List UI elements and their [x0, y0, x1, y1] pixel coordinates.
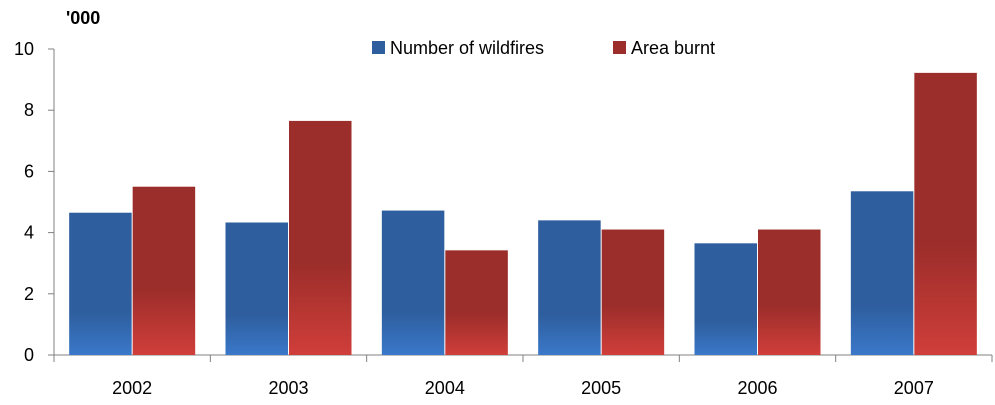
bar-wildfires-2006	[694, 243, 757, 355]
legend: Number of wildfires Area burnt	[372, 38, 715, 58]
x-tick-label: 2005	[581, 378, 621, 398]
y-tick-label: 0	[24, 345, 34, 365]
bar-wildfires-2007	[850, 191, 914, 355]
x-tick-label: 2003	[268, 378, 308, 398]
bar-area-burnt-2004	[445, 250, 508, 355]
y-tick-label: 10	[14, 39, 34, 59]
x-tick-label: 2002	[112, 378, 152, 398]
bar-wildfires-2002	[69, 212, 132, 355]
legend-label: Number of wildfires	[390, 38, 544, 58]
bar-wildfires-2004	[381, 210, 445, 355]
bar-area-burnt-2006	[758, 229, 821, 355]
legend-swatch	[613, 41, 626, 54]
legend-swatch	[372, 41, 385, 54]
y-unit-label: '000	[66, 8, 100, 28]
y-tick-label: 8	[24, 100, 34, 120]
bars	[69, 72, 977, 356]
legend-label: Area burnt	[631, 38, 715, 58]
bar-area-burnt-2007	[914, 72, 977, 356]
x-tick-label: 2004	[425, 378, 465, 398]
bar-wildfires-2003	[225, 222, 288, 355]
y-tick-label: 4	[24, 223, 34, 243]
y-tick-label: 2	[24, 284, 34, 304]
y-tick-label: 6	[24, 161, 34, 181]
bar-area-burnt-2005	[601, 229, 665, 355]
x-axis: 2002 2003 2004 2005 2006 2007	[53, 354, 993, 398]
x-tick-label: 2006	[737, 378, 777, 398]
bar-wildfires-2005	[538, 220, 601, 355]
bar-area-burnt-2003	[289, 120, 352, 355]
bar-area-burnt-2002	[132, 186, 196, 355]
y-axis: 0 2 4 6 8 10	[14, 39, 55, 365]
x-tick-label: 2007	[894, 378, 934, 398]
